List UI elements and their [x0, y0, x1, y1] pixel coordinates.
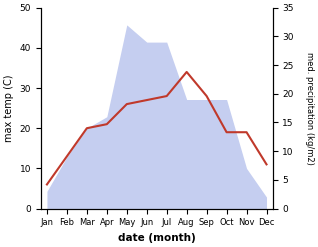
- X-axis label: date (month): date (month): [118, 233, 196, 243]
- Y-axis label: med. precipitation (kg/m2): med. precipitation (kg/m2): [305, 52, 314, 165]
- Y-axis label: max temp (C): max temp (C): [4, 74, 14, 142]
